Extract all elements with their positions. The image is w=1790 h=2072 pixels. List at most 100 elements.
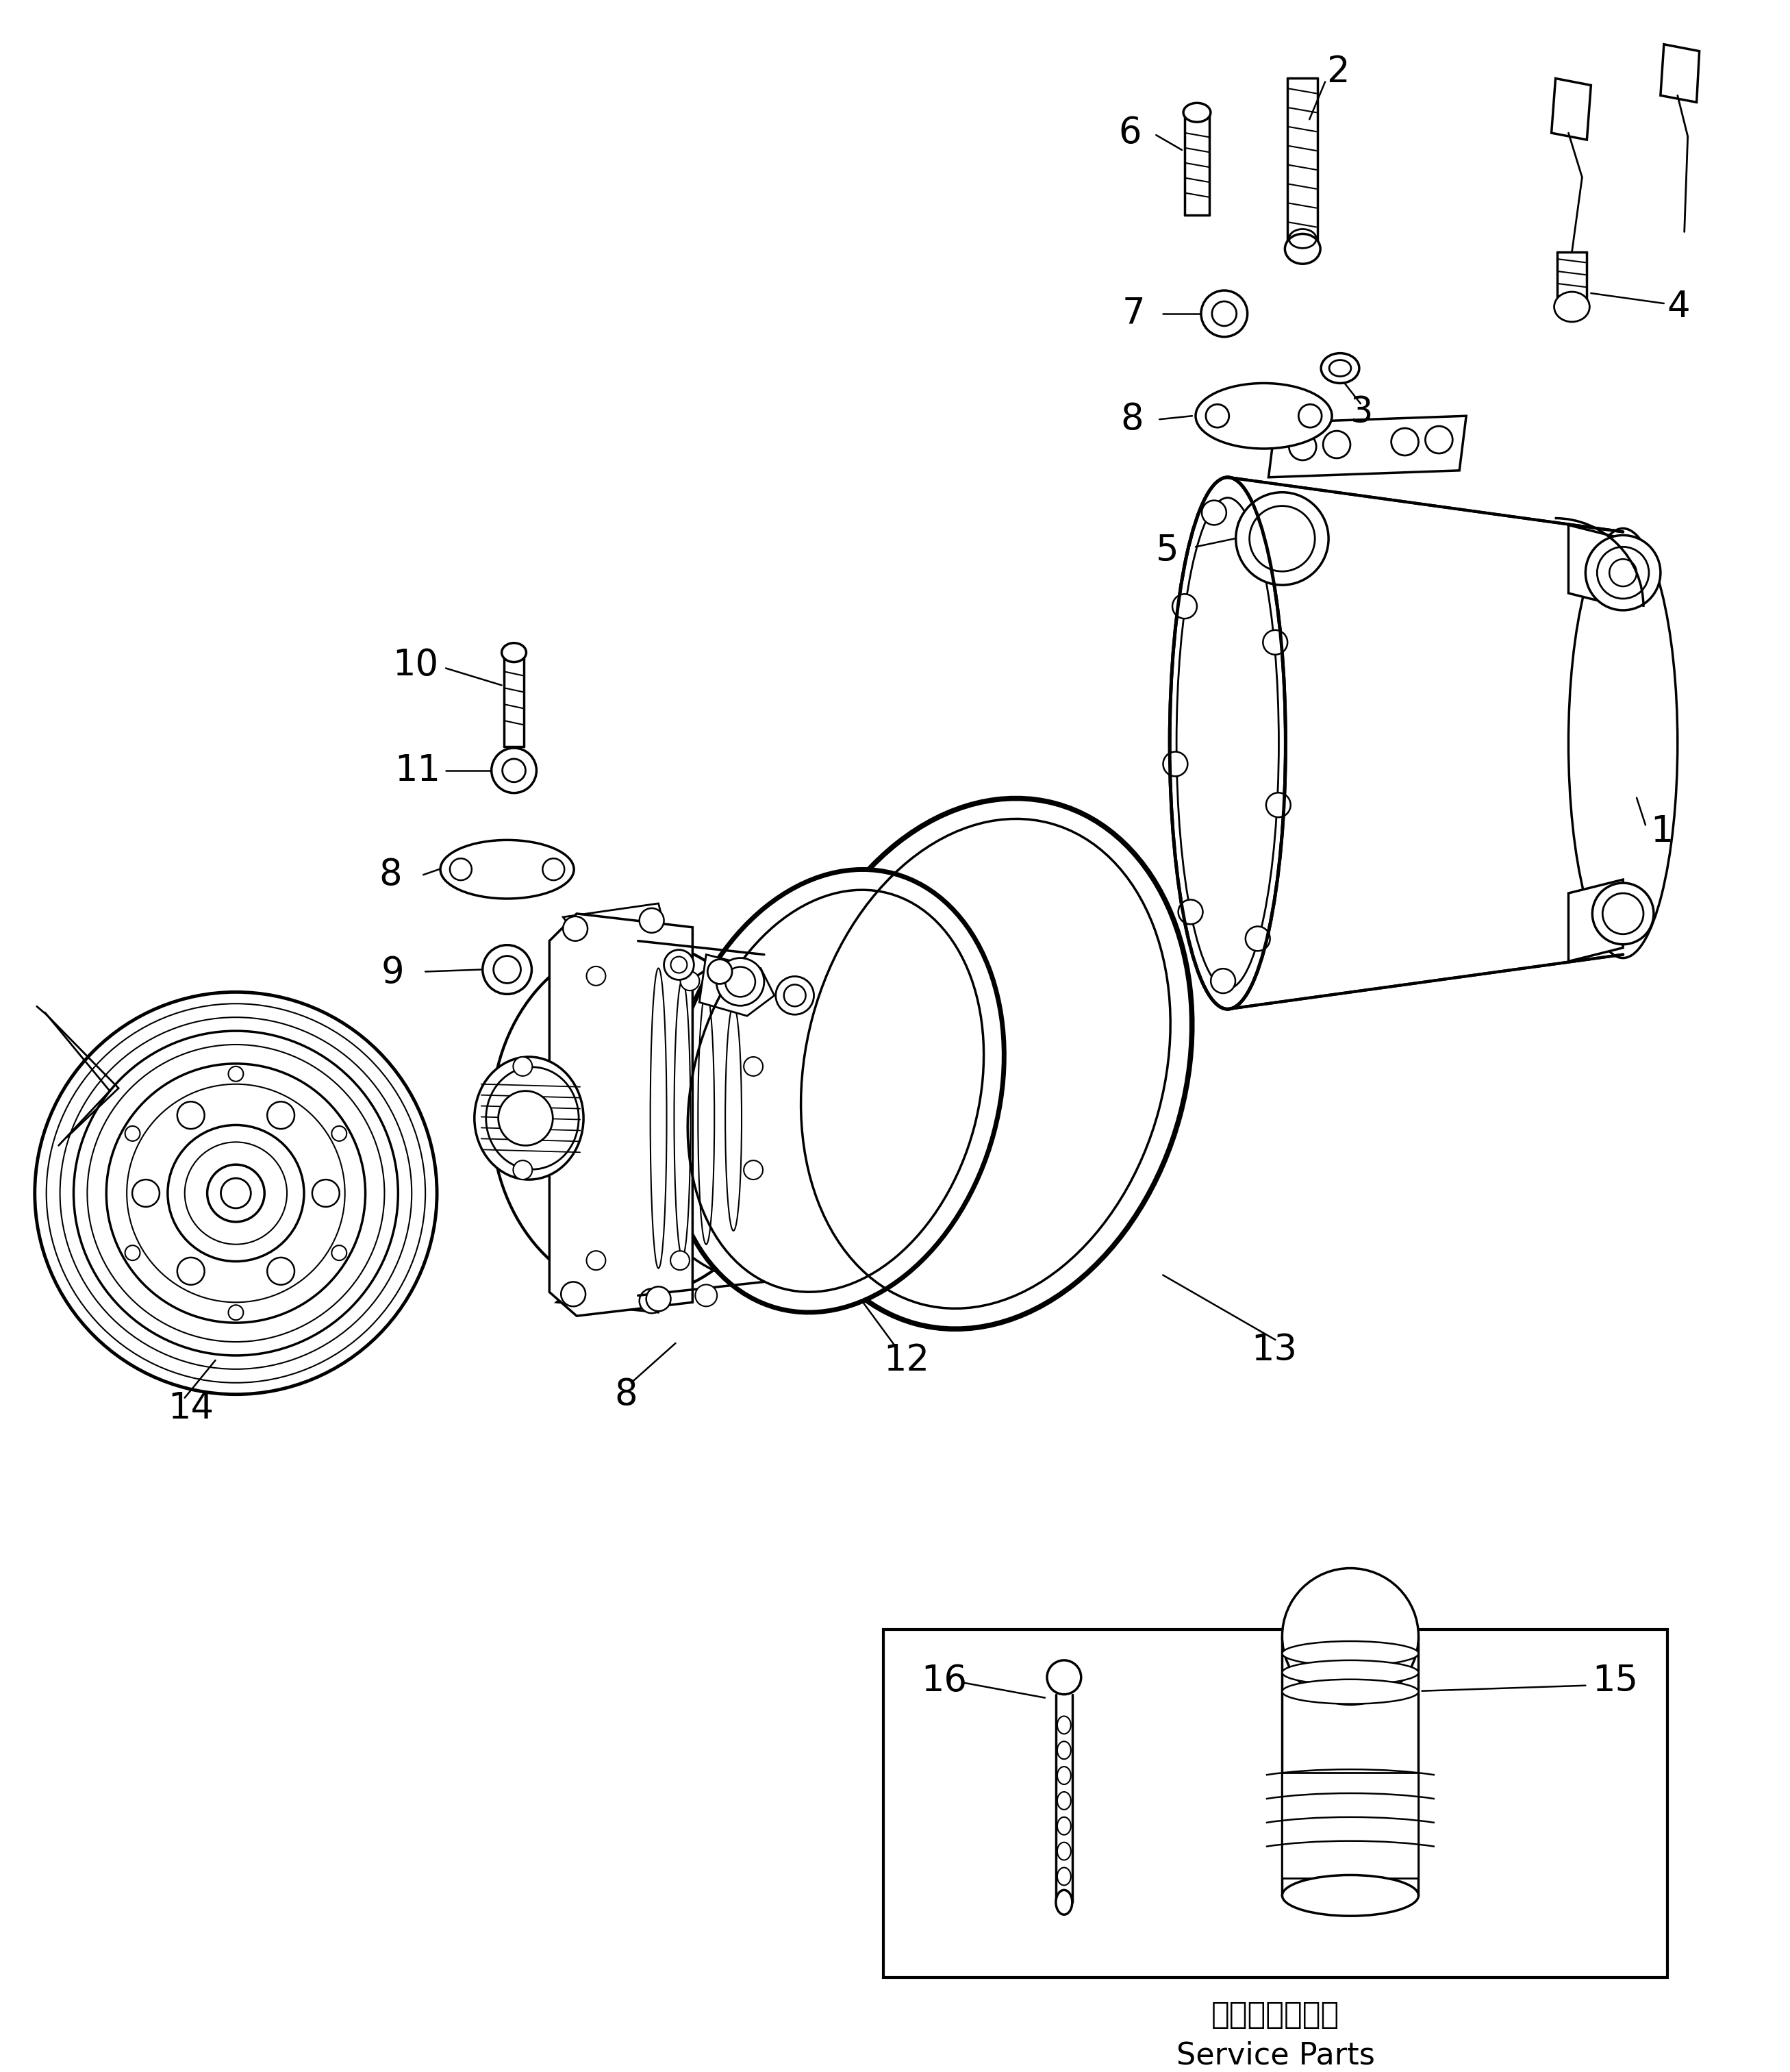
Text: 16: 16 (920, 1664, 967, 1699)
Ellipse shape (514, 1160, 532, 1179)
Ellipse shape (1282, 1569, 1418, 1705)
Ellipse shape (1237, 514, 1262, 539)
Text: 10: 10 (392, 646, 439, 682)
Ellipse shape (587, 1251, 605, 1270)
Ellipse shape (628, 955, 900, 1283)
Bar (884, 1629, 1666, 1977)
Ellipse shape (106, 1063, 365, 1322)
Polygon shape (1552, 79, 1591, 139)
Text: Service Parts: Service Parts (1176, 2041, 1375, 2070)
Ellipse shape (1264, 630, 1287, 655)
Ellipse shape (1289, 433, 1316, 460)
Ellipse shape (229, 1305, 243, 1320)
Ellipse shape (1246, 926, 1271, 951)
Ellipse shape (267, 1102, 295, 1129)
Ellipse shape (680, 972, 700, 990)
Text: 9: 9 (381, 955, 405, 990)
Ellipse shape (1282, 1641, 1418, 1666)
Text: サービスハーツ: サービスハーツ (1212, 1999, 1339, 2031)
Ellipse shape (1593, 883, 1654, 945)
Ellipse shape (1056, 1890, 1072, 1915)
Ellipse shape (168, 1125, 304, 1262)
Ellipse shape (560, 1283, 585, 1305)
Ellipse shape (1201, 501, 1226, 524)
Text: 8: 8 (614, 1376, 637, 1413)
Ellipse shape (331, 1125, 347, 1142)
Text: 8: 8 (1121, 402, 1144, 437)
Ellipse shape (587, 966, 605, 986)
Ellipse shape (745, 1160, 763, 1179)
Ellipse shape (1282, 1875, 1418, 1917)
Polygon shape (557, 1274, 669, 1312)
Ellipse shape (483, 945, 532, 995)
Ellipse shape (542, 858, 564, 881)
Ellipse shape (501, 642, 526, 663)
Ellipse shape (132, 1179, 159, 1206)
Ellipse shape (1058, 1767, 1070, 1784)
Ellipse shape (1554, 292, 1590, 321)
Ellipse shape (1266, 794, 1291, 816)
Text: 5: 5 (1156, 533, 1180, 568)
Ellipse shape (177, 1258, 204, 1285)
Ellipse shape (1282, 1680, 1418, 1703)
Ellipse shape (639, 908, 664, 932)
Polygon shape (1568, 524, 1624, 607)
Ellipse shape (229, 1067, 243, 1082)
Ellipse shape (646, 1287, 671, 1312)
Ellipse shape (492, 941, 784, 1295)
Text: 6: 6 (1119, 116, 1142, 151)
Ellipse shape (671, 1251, 689, 1270)
Ellipse shape (695, 1285, 718, 1305)
Ellipse shape (1210, 968, 1235, 992)
Ellipse shape (1047, 1660, 1081, 1695)
Ellipse shape (492, 748, 537, 794)
Ellipse shape (779, 798, 1192, 1328)
Ellipse shape (639, 1289, 664, 1314)
Text: 15: 15 (1593, 1664, 1638, 1699)
Text: 4: 4 (1666, 288, 1690, 325)
Ellipse shape (664, 949, 695, 980)
Ellipse shape (1425, 427, 1453, 454)
Ellipse shape (1298, 404, 1321, 427)
Text: 12: 12 (884, 1343, 929, 1378)
Ellipse shape (331, 1245, 347, 1260)
Bar (1282, 1774, 1418, 1879)
Ellipse shape (1285, 234, 1321, 263)
Text: 13: 13 (1251, 1332, 1298, 1368)
Ellipse shape (1058, 1740, 1070, 1759)
Polygon shape (550, 914, 693, 1316)
Ellipse shape (1058, 1792, 1070, 1809)
Ellipse shape (440, 839, 575, 899)
Ellipse shape (668, 870, 1004, 1312)
Text: 1: 1 (1650, 814, 1674, 850)
Ellipse shape (1206, 404, 1230, 427)
Ellipse shape (1391, 429, 1418, 456)
Ellipse shape (1568, 528, 1677, 957)
Ellipse shape (449, 858, 473, 881)
Ellipse shape (1178, 899, 1203, 924)
Ellipse shape (514, 1057, 532, 1075)
Ellipse shape (1058, 1716, 1070, 1734)
Ellipse shape (177, 1102, 204, 1129)
Ellipse shape (267, 1258, 295, 1285)
Ellipse shape (775, 976, 814, 1015)
Ellipse shape (1196, 383, 1332, 450)
Ellipse shape (125, 1245, 140, 1260)
Text: 7: 7 (1122, 296, 1146, 332)
Ellipse shape (1169, 477, 1285, 1009)
Ellipse shape (564, 916, 587, 941)
Ellipse shape (745, 1057, 763, 1075)
Ellipse shape (707, 959, 732, 984)
Text: 14: 14 (168, 1390, 213, 1426)
Ellipse shape (1058, 1867, 1070, 1886)
Polygon shape (700, 955, 775, 1015)
Ellipse shape (125, 1125, 140, 1142)
Ellipse shape (1058, 1842, 1070, 1861)
Polygon shape (1568, 881, 1624, 961)
Ellipse shape (1586, 535, 1661, 611)
Ellipse shape (311, 1179, 340, 1206)
Ellipse shape (34, 992, 437, 1394)
Ellipse shape (1164, 752, 1187, 777)
Ellipse shape (1172, 595, 1198, 620)
Polygon shape (1269, 416, 1466, 477)
